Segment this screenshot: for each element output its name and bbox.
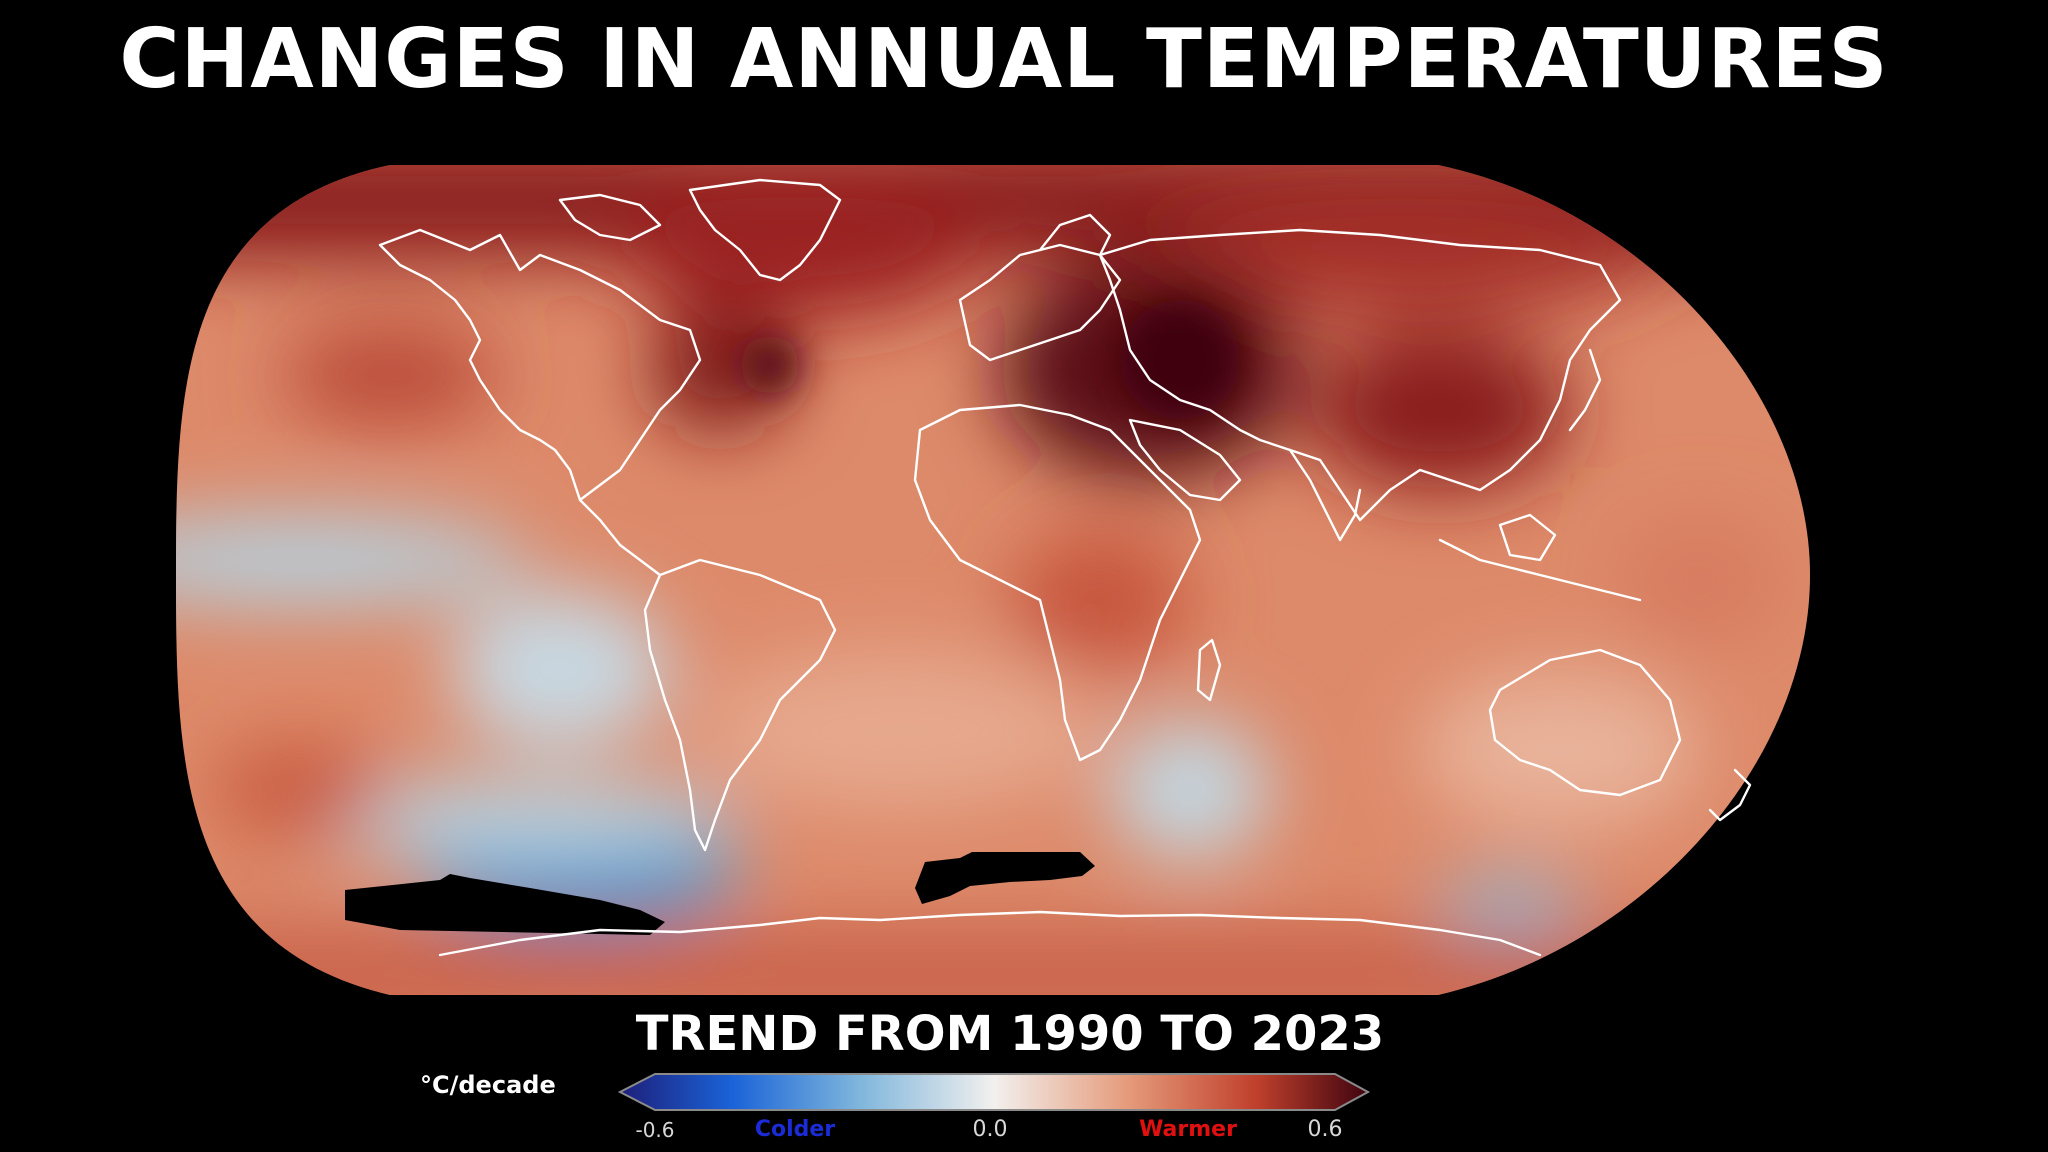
map-title: CHANGES IN ANNUAL TEMPERATURES	[119, 12, 1889, 107]
coastline-africa	[913, 403, 1202, 762]
colorbar-shape	[617, 1073, 1371, 1111]
coastline-madagascar	[1196, 638, 1222, 702]
coastline-south-america	[643, 558, 837, 852]
coastline-scandinavia	[1038, 213, 1112, 257]
coastline-australia	[1488, 648, 1682, 797]
coastline-arabia	[1128, 418, 1242, 502]
coastline-europe	[958, 243, 1122, 362]
coastline-japan	[1568, 348, 1602, 432]
coastline-se-asia	[1438, 538, 1642, 602]
coastline-new-zealand	[1708, 768, 1752, 822]
coastline-asia	[1098, 228, 1622, 522]
colorbar-mid-label: 0.0	[972, 1117, 1008, 1142]
coastline-india	[1288, 448, 1362, 542]
no-data-regions	[345, 852, 1095, 935]
coastline-north-america	[378, 228, 702, 502]
coastline-borneo	[1498, 513, 1557, 562]
coastline-greenland	[688, 178, 842, 282]
coastline-central-america	[578, 498, 662, 577]
colorbar	[617, 1073, 1371, 1111]
coastline-antarctica	[438, 910, 1542, 957]
coastline-arctic-islands	[558, 193, 662, 242]
colorbar-min-label: -0.6	[635, 1118, 675, 1142]
map-subtitle: TREND FROM 1990 TO 2023	[635, 1006, 1385, 1062]
colorbar-colder-label: Colder	[754, 1117, 836, 1142]
colorbar-warmer-label: Warmer	[1139, 1117, 1237, 1142]
colorbar-units: °C/decade	[420, 1071, 556, 1099]
heat-field	[176, 165, 1810, 995]
colorbar-max-label: 0.6	[1307, 1117, 1343, 1142]
coastlines	[378, 178, 1752, 957]
